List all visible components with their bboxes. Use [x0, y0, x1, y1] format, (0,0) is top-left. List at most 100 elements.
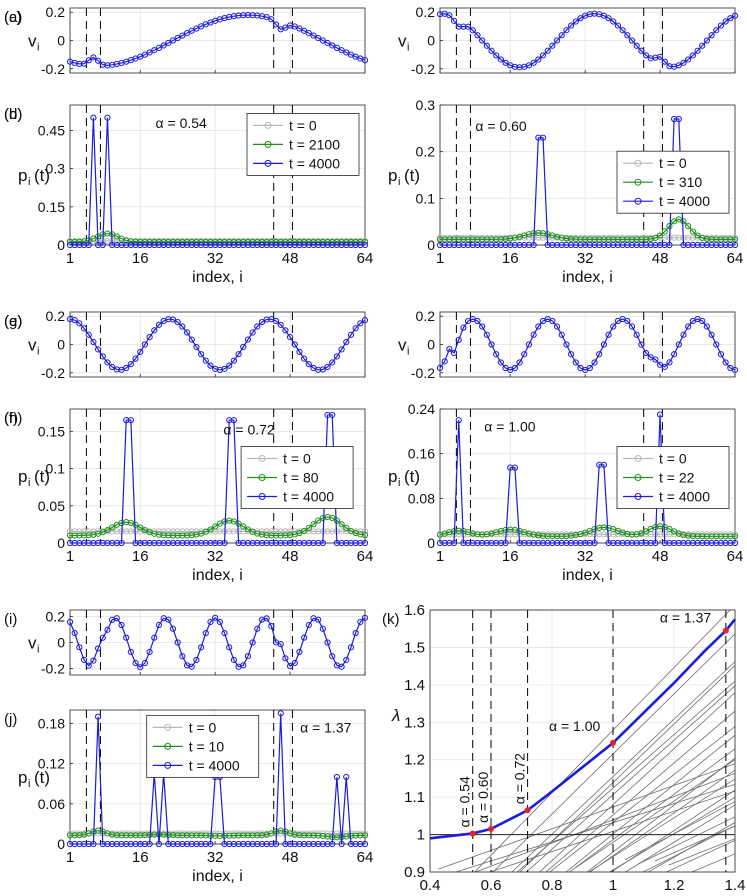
- x-axis-label: index, i: [192, 567, 243, 584]
- series-2-point: [94, 539, 102, 547]
- series-2-point: [202, 840, 209, 848]
- series-2-point: [661, 539, 668, 547]
- eigenvalue-branch-line: [654, 825, 735, 862]
- v-point: [464, 23, 472, 30]
- alpha-label: α = 1.00: [484, 419, 536, 435]
- series-2-point: [619, 539, 626, 547]
- series-2-point: [137, 241, 144, 249]
- eigenvalue-branch-line: [488, 790, 735, 872]
- v-point: [633, 331, 640, 338]
- y-tick-label: 1: [417, 827, 425, 844]
- v-point: [483, 42, 490, 49]
- series-2-point: [113, 241, 120, 249]
- legend-swatch-marker: [634, 455, 642, 463]
- series-2-point: [235, 241, 242, 249]
- series-0-point: [66, 528, 74, 535]
- v-point: [104, 626, 111, 633]
- series-2-point: [656, 411, 664, 418]
- series-0-point: [169, 528, 177, 535]
- series-2-point: [450, 539, 458, 547]
- series-1-point: [553, 533, 561, 540]
- v-point: [155, 621, 163, 629]
- series-2-point: [361, 539, 369, 547]
- v-point: [568, 351, 575, 358]
- series-0-point: [511, 531, 519, 538]
- series-2-point: [174, 840, 181, 848]
- series-2-point: [127, 241, 134, 249]
- series-0-point: [165, 528, 172, 535]
- series-1-point: [563, 532, 570, 540]
- series-2-point: [118, 241, 125, 249]
- series-2-point: [305, 539, 312, 547]
- v-point: [174, 639, 181, 646]
- v-point: [525, 62, 533, 69]
- legend-entry: t = 22: [659, 470, 695, 486]
- v-point: [127, 361, 134, 368]
- series-2-point: [717, 241, 725, 249]
- eigenvalue-branch-line: [474, 610, 731, 872]
- series-2-point: [193, 241, 200, 249]
- y-axis-label: p: [18, 768, 27, 787]
- x-tick-label: 64: [357, 548, 374, 565]
- v-point: [666, 359, 673, 366]
- y-tick-label: 0.08: [408, 490, 435, 506]
- series-2-point: [610, 241, 617, 249]
- series-2-point: [240, 840, 247, 848]
- series-2-point: [605, 241, 612, 249]
- series-2-point: [216, 539, 223, 547]
- point-label: α = 0.60: [475, 771, 491, 823]
- y-axis-label: p: [18, 467, 27, 486]
- series-2-point: [277, 539, 284, 547]
- series-2-point: [338, 539, 345, 547]
- series-2-point: [722, 241, 729, 249]
- x-tick-label: 0.4: [420, 877, 441, 894]
- series-1-point: [708, 533, 715, 540]
- panel-a: -0.2 0 0.2 (a) v i: [4, 4, 369, 77]
- v-point: [123, 364, 130, 372]
- v-point: [727, 15, 734, 22]
- y-axis-label-sub: i: [28, 176, 30, 188]
- x-axis-label: index, i: [192, 269, 243, 286]
- v-point: [460, 23, 467, 30]
- series-1-point: [127, 832, 134, 839]
- series-2-point: [731, 539, 739, 547]
- series-2-point: [610, 539, 617, 547]
- highlight-point: [469, 830, 476, 837]
- series-1-point: [497, 236, 504, 243]
- v-point: [286, 663, 294, 670]
- y-axis-label-sub: i: [407, 42, 409, 54]
- series-0-point: [675, 234, 682, 241]
- series-2-point: [361, 241, 369, 249]
- series-1-point: [305, 524, 312, 532]
- y-tick-label: 0: [427, 237, 435, 253]
- panel-j: 1 16 32 48 64 index, i 0 0.06 0.12 0.18 (j) p i (t) α …: [4, 709, 373, 885]
- series-2-point: [656, 241, 664, 249]
- v-point: [722, 18, 729, 25]
- panel-e: -0.2 0 0.2 (e) v i: [4, 308, 369, 381]
- v-point: [685, 56, 692, 63]
- series-1-point: [296, 832, 303, 839]
- y-axis-label-sub: i: [398, 477, 400, 489]
- legend-entry: t = 80: [283, 470, 319, 486]
- v-point: [230, 357, 237, 364]
- v-point: [502, 59, 509, 66]
- series-2-point: [469, 539, 476, 547]
- v-point: [268, 16, 275, 23]
- y-axis-label-paren: (t): [34, 768, 50, 787]
- v-point: [530, 331, 537, 338]
- v-point: [572, 359, 579, 366]
- alpha-label: α = 1.37: [300, 720, 352, 736]
- series-2-point: [240, 241, 247, 249]
- legend-swatch-marker: [634, 159, 642, 167]
- v-point: [713, 27, 720, 34]
- panel-k: 0.4 0.6 0.8 1 1.2 1.4 0.9 1 1.1 1.2 1.3 1.4 1.5 1.6 α …: [382, 602, 745, 896]
- v-point: [282, 327, 289, 334]
- v-point: [516, 359, 523, 366]
- panel-label: (k): [382, 611, 400, 628]
- legend-swatch-marker: [164, 742, 172, 750]
- series-2-point: [76, 241, 83, 249]
- v-point: [638, 341, 645, 348]
- v-point: [169, 37, 177, 44]
- series-2-point: [188, 840, 195, 848]
- eigenvalue-branch-line: [525, 685, 735, 872]
